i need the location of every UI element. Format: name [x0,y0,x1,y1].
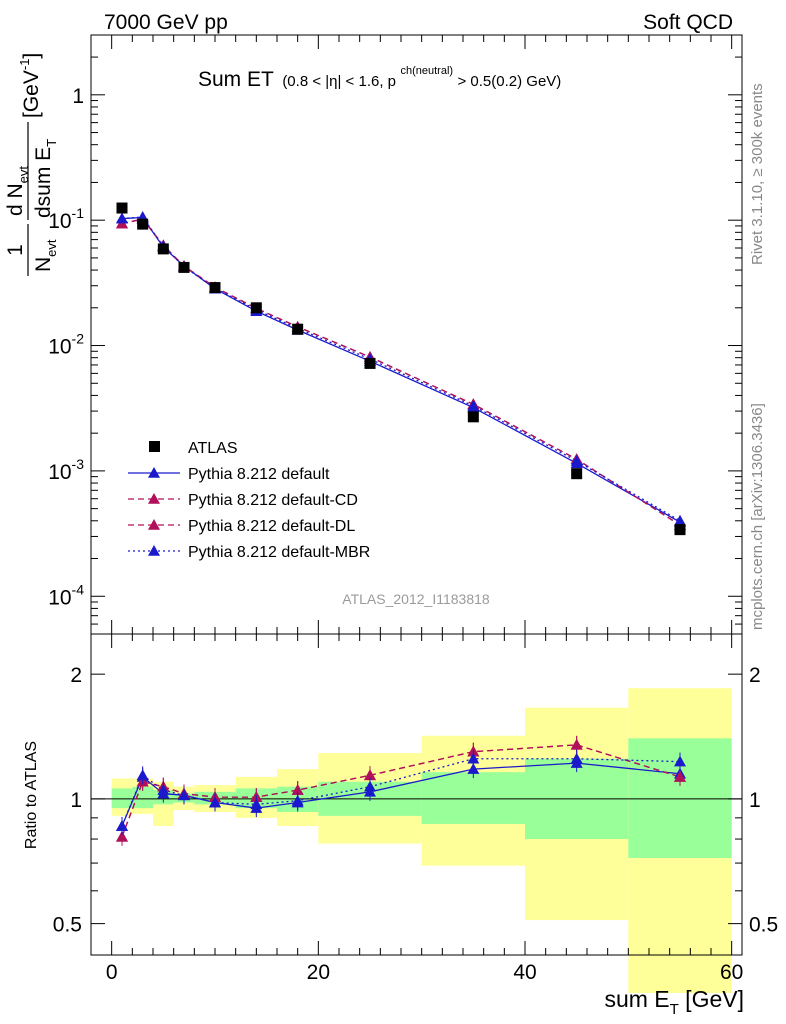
x-axis-label: sum ET [GeV] [604,986,744,1018]
data-point-atlas [364,357,376,369]
ratio-point-pythia-8-212-default-mbr [136,769,149,781]
mcplots-label: mcplots.cern.ch [arXiv:1306.3436] [749,403,766,630]
main-panel: 10-410-310-210-11 [48,34,743,635]
series-point-pythia-8-212-default-mbr [674,514,686,526]
y-label-n: Nevt [32,239,59,272]
header-left: 7000 GeV pp [104,11,228,34]
legend: ATLAS Pythia 8.212 default Pythia 8.212 de… [128,440,370,561]
plot-title-cut-a: (0.8 < |η| < 1.6, p [282,73,396,90]
ratio-point-pythia-8-212-default-mbr [250,798,263,810]
y-tick-label-base: 10 [48,210,71,233]
legend-label-pythia-8-212-default-cd: Pythia 8.212 default-CD [188,492,358,509]
ratio-point-pythia-8-212-default-dl [570,738,583,750]
data-point-atlas [178,261,190,273]
ratio-y-tick-label: 0.5 [53,914,82,937]
plot-title: Sum ET (0.8 < |η| < 1.6, p ch(neutral) >… [198,61,561,91]
data-point-atlas [137,218,149,230]
data-point-atlas [116,202,128,214]
y-tick-label-base: 1 [72,85,84,108]
legend-label-pythia-8-212-default-mbr: Pythia 8.212 default-MBR [188,544,370,561]
series-point-pythia-8-212-default-mbr [467,399,480,411]
legend-marker-pythia-8-212-default-dl [148,519,160,530]
ratio-y-tick-label-right: 0.5 [749,914,778,937]
y-label-dn: d Nevt [4,166,31,216]
y-tick-label-exponent: -1 [72,205,85,221]
rivet-label: Rivet 3.1.10, ≥ 300k events [749,83,766,265]
y-tick-label-base: 10 [48,586,71,609]
ratio-point-pythia-8-212-default [467,763,480,774]
data-point-atlas [467,411,479,423]
ratio-y-tick-label-right: 2 [749,664,761,687]
y-tick-label: 10-2 [48,331,84,359]
plot-title-main: Sum ET [198,68,274,91]
ratio-point-pythia-8-212-default-dl [291,784,304,795]
plot-title-cut-b: > 0.5(0.2) GeV) [458,73,562,90]
series-point-pythia-8-212-default-mbr [570,454,583,466]
y-tick-label-base: 10 [48,461,71,484]
data-point-atlas [674,524,686,536]
data-point-atlas [209,282,221,294]
plot-title-superscript: ch(neutral) [400,65,453,77]
ratio-point-pythia-8-212-default-mbr [364,780,376,792]
ratio-y-tick-label: 2 [70,664,82,687]
y-label-dsum: dsum ET [32,139,59,218]
ratio-line-pythia-8-212-default-mbr [121,758,681,827]
ratio-y-tick-label: 1 [70,789,82,812]
ratio-band-inner [421,772,525,824]
ratio-point-pythia-8-212-default-mbr [209,796,221,808]
ratio-point-pythia-8-212-default-mbr [467,752,480,764]
data-point-atlas [157,243,169,255]
series-line-pythia-8-212-default-dl [121,218,681,526]
ratio-y-tick-label-right: 1 [749,789,761,812]
legend-marker-atlas [149,441,160,452]
legend-marker-pythia-8-212-default [148,467,160,478]
ratio-band-inner [132,786,153,809]
legend-label-pythia-8-212-default-dl: Pythia 8.212 default-DL [188,518,355,535]
ratio-point-pythia-8-212-default-mbr [178,789,190,801]
y-axis-label: 1 Nevt d Nevt dsum ET [GeV-1] [4,53,59,276]
ratio-panel: 0.5 0.5 1 1 2 2 [53,633,778,994]
x-tick-label: 60 [720,961,743,984]
y-tick-label: 10-1 [48,205,84,233]
legend-marker-pythia-8-212-default-mbr [148,545,160,556]
legend-label-pythia-8-212-default: Pythia 8.212 default [188,466,330,483]
y-tick-label: 10-4 [48,581,84,609]
ratio-axis-label: Ratio to ATLAS [23,741,40,849]
y-label-one: 1 [4,244,27,256]
ratio-band-inner [111,788,133,809]
legend-marker-pythia-8-212-default-cd [148,493,160,504]
series-line-pythia-8-212-default-mbr [121,216,681,522]
ratio-frame [90,633,743,956]
header-right: Soft QCD [643,11,733,34]
y-tick-label-base: 10 [48,336,71,359]
y-tick-label: 10-3 [48,456,84,484]
legend-label-atlas: ATLAS [188,440,238,457]
x-tick-label: 20 [307,961,330,984]
y-tick-label: 1 [72,85,84,108]
ratio-point-pythia-8-212-default-mbr [570,752,583,764]
ratio-point-pythia-8-212-default-mbr [291,794,304,806]
y-tick-label-exponent: -3 [72,456,85,472]
series-point-pythia-8-212-default-mbr [116,212,128,224]
ratio-point-pythia-8-212-default-mbr [157,784,170,795]
ratio-point-pythia-8-212-default-mbr [674,755,686,767]
x-tick-label: 0 [106,961,118,984]
analysis-label: ATLAS_2012_I1183818 [342,591,490,607]
y-tick-label-exponent: -4 [72,581,85,597]
data-point-atlas [292,323,304,335]
ratio-point-pythia-8-212-default-dl [364,769,376,781]
data-point-atlas [250,302,262,314]
data-point-atlas [571,468,583,480]
ratio-point-pythia-8-212-default-dl [116,830,128,842]
y-label-unit: [GeV-1] [17,53,43,118]
y-tick-label-exponent: -2 [72,331,85,347]
ratio-point-pythia-8-212-default-mbr [116,820,128,831]
ratio-point-pythia-8-212-default-dl [674,770,686,782]
x-tick-label: 40 [513,961,536,984]
